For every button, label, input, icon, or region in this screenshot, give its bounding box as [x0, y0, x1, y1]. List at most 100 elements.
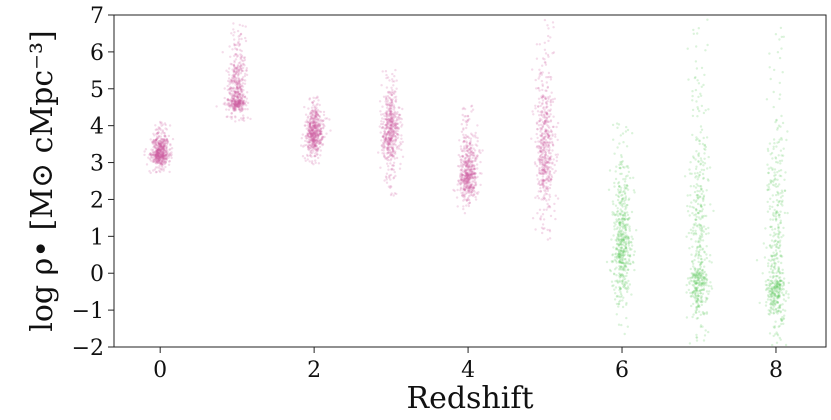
data-point: [238, 99, 242, 102]
data-point: [160, 155, 163, 158]
data-point: [630, 293, 633, 296]
data-point: [234, 120, 237, 123]
data-point: [160, 150, 163, 153]
data-point: [241, 117, 245, 120]
data-point: [766, 298, 770, 301]
data-point: [392, 146, 395, 149]
data-point: [395, 156, 399, 160]
data-point: [240, 98, 243, 101]
data-point: [710, 285, 713, 288]
data-point: [158, 142, 161, 145]
data-point: [156, 160, 159, 164]
data-point: [538, 117, 542, 121]
data-point: [235, 53, 238, 56]
data-point: [539, 218, 542, 221]
data-point: [767, 171, 770, 175]
data-point: [163, 154, 166, 157]
data-point: [230, 63, 233, 66]
data-point: [159, 143, 162, 146]
data-point: [547, 27, 550, 30]
data-point: [389, 110, 392, 113]
data-point: [786, 211, 789, 215]
data-point: [162, 167, 165, 171]
data-point: [227, 77, 231, 80]
data-point: [164, 127, 167, 130]
data-point: [544, 143, 548, 146]
data-point: [700, 232, 703, 235]
data-point: [319, 149, 322, 152]
data-point: [534, 196, 537, 199]
data-point: [235, 86, 238, 89]
data-point: [625, 274, 628, 278]
data-point: [611, 123, 615, 127]
data-point: [779, 192, 782, 195]
data-point: [154, 171, 158, 174]
data-point: [309, 118, 312, 121]
data-point: [610, 260, 613, 263]
data-point: [161, 129, 164, 132]
data-point: [154, 156, 158, 160]
data-point: [239, 99, 242, 103]
data-point: [162, 155, 166, 158]
data-point: [154, 138, 158, 142]
data-point: [167, 134, 171, 138]
data-point: [536, 145, 539, 148]
data-point: [238, 104, 242, 108]
data-point: [156, 156, 159, 159]
data-point: [704, 49, 707, 52]
data-point: [226, 84, 229, 88]
data-point: [235, 103, 238, 106]
data-point: [157, 156, 160, 160]
data-point: [316, 125, 319, 128]
data-point: [623, 332, 626, 336]
data-point: [778, 93, 782, 96]
data-point: [706, 167, 709, 170]
data-point: [624, 231, 627, 235]
y-tick-label: 2: [90, 188, 104, 213]
data-point: [232, 22, 235, 25]
data-point: [620, 210, 623, 213]
data-point: [160, 154, 163, 157]
data-point: [769, 309, 772, 312]
data-point: [474, 195, 477, 199]
data-point: [625, 165, 628, 168]
data-point: [707, 155, 710, 159]
data-point: [239, 102, 243, 105]
data-point: [237, 81, 240, 85]
data-point: [617, 230, 620, 234]
data-point: [621, 305, 625, 309]
data-point: [322, 119, 325, 123]
data-point: [769, 77, 772, 81]
data-point: [618, 185, 621, 188]
data-point: [701, 161, 705, 164]
data-point: [769, 218, 772, 221]
scatter-points-layer: [143, 18, 790, 347]
data-point: [161, 140, 165, 143]
data-point: [160, 155, 163, 159]
data-point: [534, 228, 537, 231]
data-point: [548, 237, 552, 240]
data-point: [163, 151, 166, 155]
data-point: [304, 113, 308, 116]
data-point: [235, 98, 238, 102]
data-point: [236, 73, 240, 76]
data-point: [618, 243, 621, 246]
data-point: [774, 320, 777, 323]
data-point: [153, 144, 156, 148]
data-point: [632, 189, 636, 192]
data-point: [624, 257, 627, 261]
data-point: [244, 100, 248, 103]
data-point: [457, 153, 460, 157]
data-point: [394, 111, 397, 115]
data-point: [692, 295, 696, 299]
data-point: [538, 75, 541, 78]
data-point: [166, 140, 170, 144]
data-point: [385, 133, 388, 136]
data-point: [315, 150, 318, 154]
data-point: [613, 298, 617, 301]
data-point: [156, 151, 159, 154]
data-point: [150, 140, 154, 143]
data-point: [390, 123, 393, 127]
data-point: [238, 106, 241, 110]
data-point: [548, 138, 552, 141]
